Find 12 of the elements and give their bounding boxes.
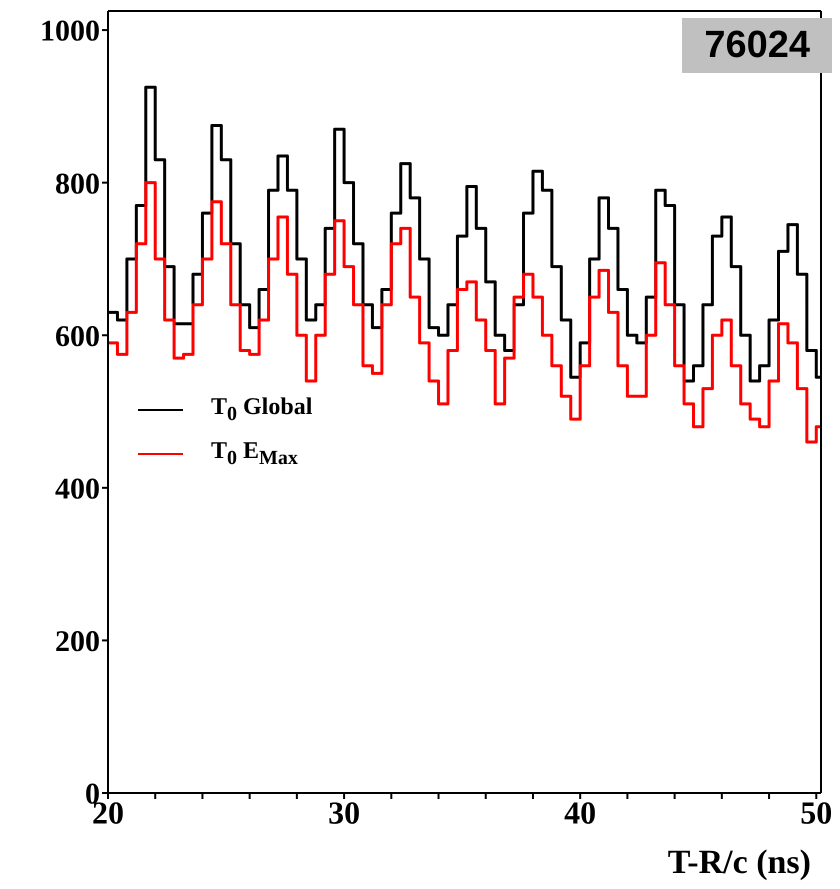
x-tick-label: 40: [564, 794, 596, 831]
legend-label: T$_{0}$ Global: [211, 394, 312, 426]
y-tick-label: 600: [55, 320, 100, 353]
y-tick-label: 1000: [40, 14, 100, 48]
y-tick-label: 200: [55, 625, 100, 658]
x-axis-title: T-R/c (ns): [668, 844, 811, 881]
x-tick-label: 30: [328, 794, 360, 831]
y-tick-label: 400: [55, 472, 100, 506]
x-tick-label: 50: [800, 794, 832, 831]
y-tick-label: 800: [55, 167, 100, 200]
annotation: 76024: [682, 18, 832, 73]
legend-label: T$_{0}$ E$_{Max}$: [211, 438, 298, 470]
